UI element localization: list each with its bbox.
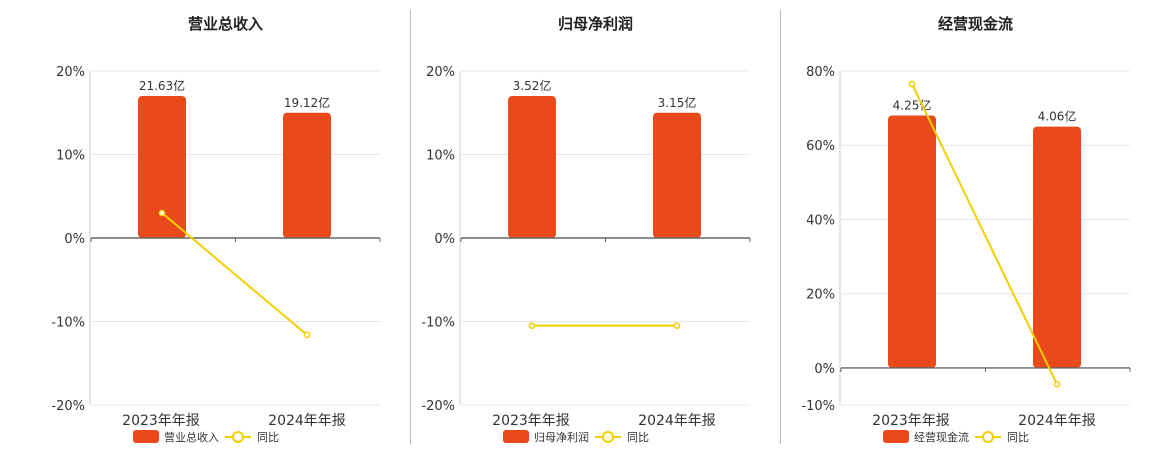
legend-bar-label: 经营现金流 <box>914 430 969 444</box>
yoy-point[interactable] <box>528 322 536 330</box>
y-tick-label: -10% <box>421 316 455 331</box>
y-tick-label: 80% <box>806 65 835 80</box>
y-tick-label: 10% <box>56 149 85 164</box>
panel-divider <box>410 10 411 444</box>
bar[interactable] <box>888 115 936 368</box>
chart-title: 经营现金流 <box>938 15 1013 33</box>
yoy-point[interactable] <box>908 80 916 88</box>
legend-bar-label: 营业总收入 <box>164 430 219 444</box>
legend-line-marker <box>232 431 244 443</box>
x-category-label: 2024年年报 <box>638 413 716 429</box>
legend-line-label: 同比 <box>627 431 649 444</box>
bar-value-label: 3.52亿 <box>513 78 552 93</box>
y-tick-label: -20% <box>51 399 85 414</box>
y-tick-label: 10% <box>426 149 455 164</box>
yoy-line <box>161 212 308 336</box>
x-category-label: 2023年年报 <box>492 413 570 429</box>
y-tick-label: 60% <box>806 139 835 154</box>
yoy-point[interactable] <box>673 322 681 330</box>
bar-value-label: 4.25亿 <box>893 98 932 113</box>
bar[interactable] <box>283 112 331 238</box>
yoy-point[interactable] <box>1053 380 1061 388</box>
bar-value-label: 3.15亿 <box>658 95 697 110</box>
bar[interactable] <box>508 96 556 238</box>
legend-line-marker <box>602 431 614 443</box>
y-tick-label: -20% <box>421 399 455 414</box>
x-category-label: 2024年年报 <box>268 413 346 429</box>
bar-value-label: 4.06亿 <box>1038 109 1077 124</box>
chart-title: 营业总收入 <box>188 15 263 33</box>
x-category-label: 2023年年报 <box>122 413 200 429</box>
bar-value-label: 19.12亿 <box>284 95 330 110</box>
legend-line-label: 同比 <box>1007 431 1029 444</box>
chart-title: 归母净利润 <box>558 15 633 33</box>
legend-line-marker <box>982 431 994 443</box>
legend-line-label: 同比 <box>257 431 279 444</box>
legend-bar-swatch <box>133 430 159 443</box>
legend-bar-label: 归母净利润 <box>534 430 589 444</box>
y-tick-label: 20% <box>56 65 85 80</box>
bar-value-label: 21.63亿 <box>139 78 185 93</box>
yoy-point[interactable] <box>303 331 311 339</box>
y-tick-label: -10% <box>51 316 85 331</box>
bar[interactable] <box>653 112 701 238</box>
panel-divider <box>780 10 781 444</box>
yoy-point[interactable] <box>158 209 166 217</box>
legend-bar-swatch <box>883 430 909 443</box>
bar[interactable] <box>1033 126 1081 368</box>
y-tick-label: 0% <box>64 232 85 247</box>
x-category-label: 2023年年报 <box>872 413 950 429</box>
legend-bar-swatch <box>503 430 529 443</box>
y-tick-label: 20% <box>426 65 455 80</box>
y-tick-label: 0% <box>434 232 455 247</box>
y-tick-label: -10% <box>801 399 835 414</box>
y-tick-label: 0% <box>814 362 835 377</box>
bar[interactable] <box>138 96 186 238</box>
yoy-line <box>911 83 1058 385</box>
x-category-label: 2024年年报 <box>1018 413 1096 429</box>
y-tick-label: 20% <box>806 288 835 303</box>
y-tick-label: 40% <box>806 213 835 228</box>
